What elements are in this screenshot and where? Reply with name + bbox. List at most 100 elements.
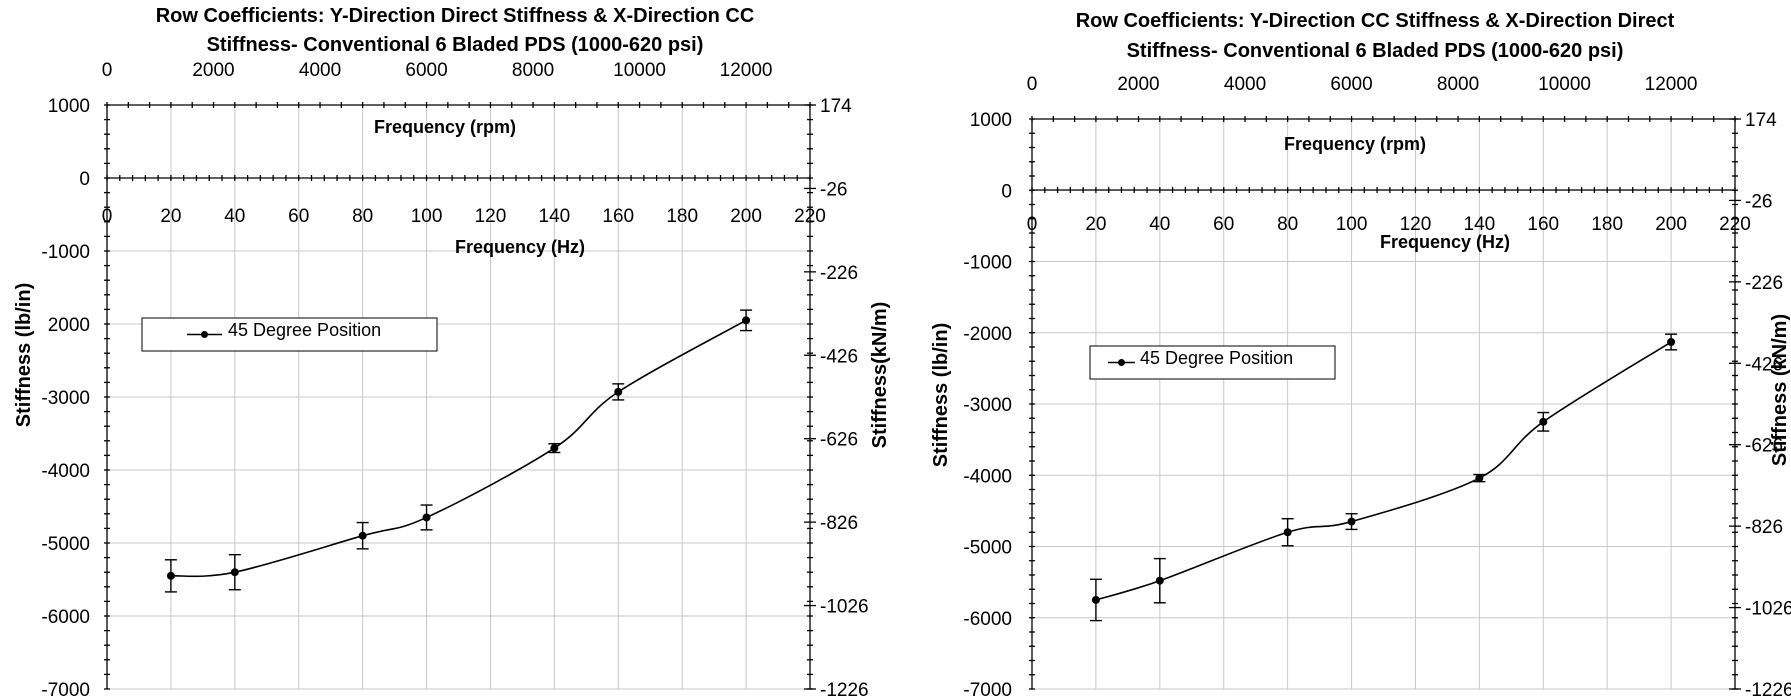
chart-left-y2-tick-label: -826	[820, 513, 858, 534]
chart-left-y-tick-label: -5000	[41, 534, 90, 555]
chart-left-x-tick-label: 100	[411, 206, 443, 227]
chart-right-x2-tick-label: 8000	[1437, 74, 1479, 95]
chart-right-title-line2: Stiffness- Conventional 6 Bladed PDS (10…	[1127, 40, 1624, 62]
chart-left-data-point	[550, 444, 559, 453]
chart-left-x-tick-label: 20	[160, 206, 181, 227]
chart-right-plot: 0 20 40 60 80 100 120 140 160 180 200 220 0 2000 4000 6…	[963, 74, 1791, 698]
chart-left-x-tick-label: 220	[794, 206, 826, 227]
chart-left-y2-tick-label: -626	[820, 430, 858, 451]
chart-right-data-point	[1283, 528, 1292, 537]
chart-right-x-tick-label: 120	[1400, 214, 1432, 235]
chart-left-y-tick-label: 0	[79, 169, 90, 190]
chart-left-x2-tick-label: 4000	[299, 60, 341, 81]
chart-right-legend-marker	[1118, 359, 1125, 366]
chart-left-legend-label: 45 Degree Position	[228, 320, 381, 340]
chart-left-x-tick-label: 120	[475, 206, 507, 227]
chart-right-y2-tick-label: -1026	[1745, 599, 1791, 620]
chart-right-y-tick-label: -7000	[963, 680, 1012, 698]
chart-left-y2-tick-label: 174	[820, 96, 852, 117]
chart-right-y2-tick-label: -426	[1745, 354, 1783, 375]
chart-left-data-point	[422, 513, 431, 522]
chart-right-y2-tick-label: -826	[1745, 517, 1783, 538]
chart-left-x-tick-label: 180	[666, 206, 698, 227]
chart-right-x-tick-label: 220	[1719, 214, 1751, 235]
chart-right-y-tick-label: -2000	[963, 324, 1012, 345]
chart-right-x-tick-label: 60	[1213, 214, 1234, 235]
chart-right-x2-tick-label: 10000	[1538, 74, 1591, 95]
chart-left-title-line1: Row Coefficients: Y-Direction Direct Sti…	[156, 5, 755, 27]
chart-right-y2-tick-label: -1226	[1745, 680, 1791, 698]
chart-left-data-point	[614, 387, 623, 396]
chart-right-x2-tick-label: 4000	[1224, 74, 1266, 95]
chart-right-x-tick-label: 0	[1027, 214, 1038, 235]
chart-right-x2-tick-label: 6000	[1330, 74, 1372, 95]
chart-left-x2-tick-label: 8000	[512, 60, 554, 81]
chart-right-x2-tick-label: 0	[1027, 74, 1038, 95]
chart-left-y-tick-label: -4000	[41, 461, 90, 482]
chart-left-title-line2: Stiffness- Conventional 6 Bladed PDS (10…	[207, 34, 704, 56]
chart-left-legend-marker	[201, 331, 208, 338]
chart-left-x2-tick-label: 2000	[192, 60, 234, 81]
chart-right-data-point	[1475, 474, 1484, 483]
chart-left-x-tick-label: 160	[602, 206, 634, 227]
chart-left-x2-label: Frequency (rpm)	[374, 117, 516, 137]
chart-left-series-line	[170, 319, 747, 578]
chart-left-y2-tick-label: -1226	[820, 680, 869, 698]
chart-right-x-tick-label: 180	[1591, 214, 1623, 235]
chart-left-y2-tick-label: -426	[820, 346, 858, 367]
chart-left-x-tick-label: 140	[539, 206, 571, 227]
chart-left-x-tick-label: 0	[102, 206, 113, 227]
chart-right-x2-label: Frequency (rpm)	[1284, 134, 1426, 154]
chart-right-x-tick-label: 100	[1336, 214, 1368, 235]
chart-right-y-tick-label: -6000	[963, 609, 1012, 630]
chart-right-series-line	[1095, 341, 1672, 601]
chart-left-y2-tick-label: -1026	[820, 597, 869, 618]
chart-right-x2-tick-label: 12000	[1645, 74, 1698, 95]
chart-left-y-tick-label: 1000	[48, 96, 90, 117]
chart-right-y2-tick-label: -26	[1745, 191, 1772, 212]
chart-left-x-label: Frequency (Hz)	[455, 237, 585, 257]
chart-right-x-label: Frequency (Hz)	[1380, 232, 1510, 252]
chart-right-y-tick-label: 1000	[970, 110, 1012, 131]
chart-left-y-tick-label: 2000	[48, 315, 90, 336]
chart-left-y-tick-label: -6000	[41, 607, 90, 628]
chart-left-x-tick-label: 40	[224, 206, 245, 227]
chart-left-x2-tick-label: 10000	[613, 60, 666, 81]
chart-left-x2-tick-label: 12000	[720, 60, 773, 81]
chart-right: Row Coefficients: Y-Direction CC Stiffne…	[930, 10, 1791, 467]
chart-right-x-tick-label: 80	[1277, 214, 1298, 235]
chart-right-y-tick-label: -3000	[963, 395, 1012, 416]
chart-right-y-tick-label: -1000	[963, 253, 1012, 274]
chart-right-x2-tick-label: 2000	[1117, 74, 1159, 95]
chart-left-y-tick-label: -7000	[41, 680, 90, 698]
chart-right-y-tick-label: -4000	[963, 466, 1012, 487]
chart-left-y2-tick-label: -26	[820, 179, 847, 200]
chart-left-data-point	[358, 531, 367, 540]
chart-left-x-tick-label: 200	[730, 206, 762, 227]
chart-left-x2-tick-label: 6000	[405, 60, 447, 81]
chart-left-y2-label: Stiffness(kN/m)	[869, 302, 891, 449]
chart-left-x2-tick-label: 0	[102, 60, 113, 81]
chart-left-y2-tick-label: -226	[820, 263, 858, 284]
chart-left-y-label: Stiffness (lb/in)	[13, 283, 35, 427]
chart-right-y-tick-label: -5000	[963, 538, 1012, 559]
chart-left-data-point	[230, 568, 239, 577]
chart-right-data-point	[1667, 338, 1676, 347]
chart-right-data-point	[1347, 517, 1356, 526]
chart-right-y2-tick-label: -226	[1745, 273, 1783, 294]
chart-right-data-point	[1155, 576, 1164, 585]
chart-right-y2-tick-label: 174	[1745, 110, 1777, 131]
chart-right-x-tick-label: 20	[1085, 214, 1106, 235]
chart-right-y2-label: Stiffness (kN/m)	[1769, 314, 1791, 466]
chart-right-x-tick-label: 40	[1149, 214, 1170, 235]
chart-left-x-tick-label: 60	[288, 206, 309, 227]
chart-right-y-label: Stiffness (lb/in)	[930, 323, 952, 467]
chart-left-data-point	[742, 316, 751, 325]
chart-right-title-line1: Row Coefficients: Y-Direction CC Stiffne…	[1076, 10, 1675, 32]
chart-right-y-tick-label: 0	[1001, 181, 1012, 202]
chart-left-x-tick-label: 80	[352, 206, 373, 227]
chart-left-y-tick-label: -1000	[41, 242, 90, 263]
chart-right-x-tick-label: 200	[1655, 214, 1687, 235]
chart-right-y2-tick-label: -626	[1745, 436, 1783, 457]
